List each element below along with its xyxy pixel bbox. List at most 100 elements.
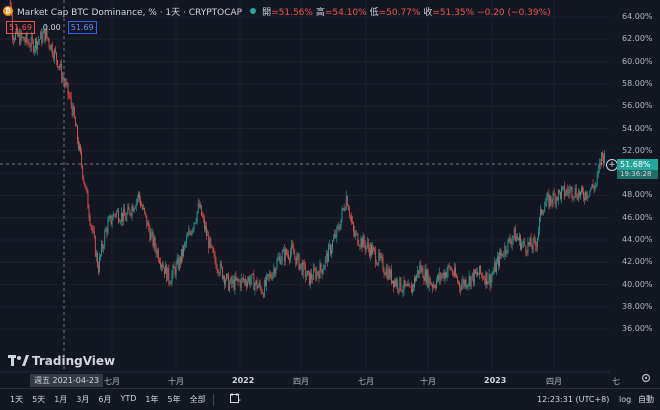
- candle-body: [163, 267, 164, 269]
- range-button[interactable]: 3月: [76, 395, 90, 404]
- candle-body: [594, 185, 596, 190]
- candle-body: [378, 252, 380, 264]
- candle-body: [498, 256, 499, 266]
- symbol-title[interactable]: Market Cap BTC Dominance, % · 1天 · CRYPT…: [17, 7, 243, 18]
- candle-body: [260, 287, 262, 293]
- candle-body: [578, 191, 580, 197]
- candle-body: [129, 209, 131, 215]
- candle-body: [565, 193, 567, 196]
- candle-body: [523, 241, 525, 243]
- candle-body: [44, 30, 46, 41]
- candle-body: [381, 256, 383, 258]
- candle-body: [178, 257, 180, 269]
- candle-body: [252, 274, 254, 275]
- candle-body: [543, 211, 545, 213]
- candle-body: [254, 283, 256, 291]
- candle-body: [258, 282, 260, 287]
- candle-body: [282, 249, 284, 252]
- candle-body: [286, 249, 287, 255]
- candle-body: [235, 276, 237, 280]
- candle-body: [503, 255, 505, 257]
- candle-body: [21, 32, 23, 38]
- candle-body: [125, 215, 127, 221]
- candle-body: [195, 220, 197, 223]
- candle-body: [479, 265, 480, 275]
- time-axis[interactable]: 七月 十月 2022 四月 七月 十月 2023 四月 七: [0, 372, 620, 388]
- range-button[interactable]: YTD: [120, 394, 137, 403]
- candle-body: [477, 272, 478, 275]
- candle-body: [567, 189, 569, 192]
- candle-body: [183, 246, 184, 257]
- candle-body: [361, 238, 363, 248]
- candle-body: [84, 181, 86, 187]
- candle-body: [294, 254, 296, 257]
- candle-body: [497, 256, 498, 262]
- candle-body: [463, 279, 465, 286]
- candle-body: [312, 279, 314, 280]
- candle-body: [443, 272, 445, 280]
- candle-body: [499, 251, 500, 266]
- candle-body: [13, 37, 14, 41]
- candle-body: [287, 254, 288, 255]
- candle-body: [536, 238, 538, 247]
- auto-scale-toggle[interactable]: 自動: [638, 395, 654, 404]
- candle-body: [334, 233, 336, 239]
- candle-body: [372, 247, 373, 255]
- candle-body: [412, 284, 413, 293]
- candle-body: [326, 253, 328, 262]
- candle-body: [193, 223, 195, 229]
- candle-body: [370, 244, 371, 257]
- sell-price-box[interactable]: 51.69: [6, 21, 35, 34]
- candle-body: [331, 249, 332, 254]
- candle-body: [32, 40, 34, 52]
- range-button[interactable]: 1天: [10, 395, 24, 404]
- goto-date-icon[interactable]: [229, 393, 241, 406]
- range-button[interactable]: 1年: [145, 395, 159, 404]
- log-scale-toggle[interactable]: log: [619, 395, 632, 404]
- candle-body: [515, 236, 517, 242]
- candle-body: [404, 280, 406, 286]
- price-axis[interactable]: 64.00% 62.00% 60.00% 58.00% 56.00% 54.00% 52.0…: [610, 0, 660, 378]
- range-button[interactable]: 1月: [54, 395, 68, 404]
- range-button[interactable]: 5年: [167, 395, 181, 404]
- candle-body: [214, 253, 216, 261]
- candle-body: [157, 250, 159, 261]
- candle-body: [204, 218, 205, 229]
- settings-gear-icon[interactable]: [641, 373, 651, 383]
- candle-body: [420, 265, 422, 272]
- candle-body: [114, 214, 116, 216]
- range-button[interactable]: 5天: [32, 395, 46, 404]
- candle-body: [563, 186, 564, 187]
- bitcoin-icon: ₿: [3, 6, 13, 16]
- candle-body: [278, 256, 280, 259]
- candle-body: [587, 195, 589, 198]
- candle-body: [82, 165, 84, 178]
- candle-body: [358, 244, 360, 247]
- candle-body: [339, 228, 341, 230]
- candle-body: [546, 196, 548, 204]
- candle-body: [113, 214, 115, 215]
- range-button[interactable]: 6月: [98, 395, 112, 404]
- candle-body: [531, 246, 533, 250]
- candle-body: [538, 230, 539, 239]
- candle-body: [218, 273, 220, 275]
- buy-price-box[interactable]: 51.69: [67, 21, 97, 34]
- candle-body: [124, 208, 126, 216]
- candle-body: [137, 192, 139, 198]
- candle-body: [505, 246, 507, 253]
- chart-legend: ₿ Market Cap BTC Dominance, % · 1天 · CRY…: [3, 4, 551, 18]
- candle-body: [507, 239, 509, 253]
- clock-time[interactable]: 12:23:31 (UTC+8): [537, 395, 610, 404]
- candle-body: [526, 251, 528, 253]
- candle-body: [590, 188, 592, 191]
- range-button[interactable]: 全部: [189, 395, 206, 404]
- price-axis-label: 52.00%: [622, 145, 653, 155]
- candle-body: [281, 251, 283, 260]
- market-status-icon: [250, 8, 257, 14]
- candle-body: [259, 282, 261, 288]
- candle-body: [517, 236, 518, 239]
- candle-body: [139, 192, 140, 200]
- candle-body: [465, 280, 467, 288]
- candle-body: [250, 280, 252, 285]
